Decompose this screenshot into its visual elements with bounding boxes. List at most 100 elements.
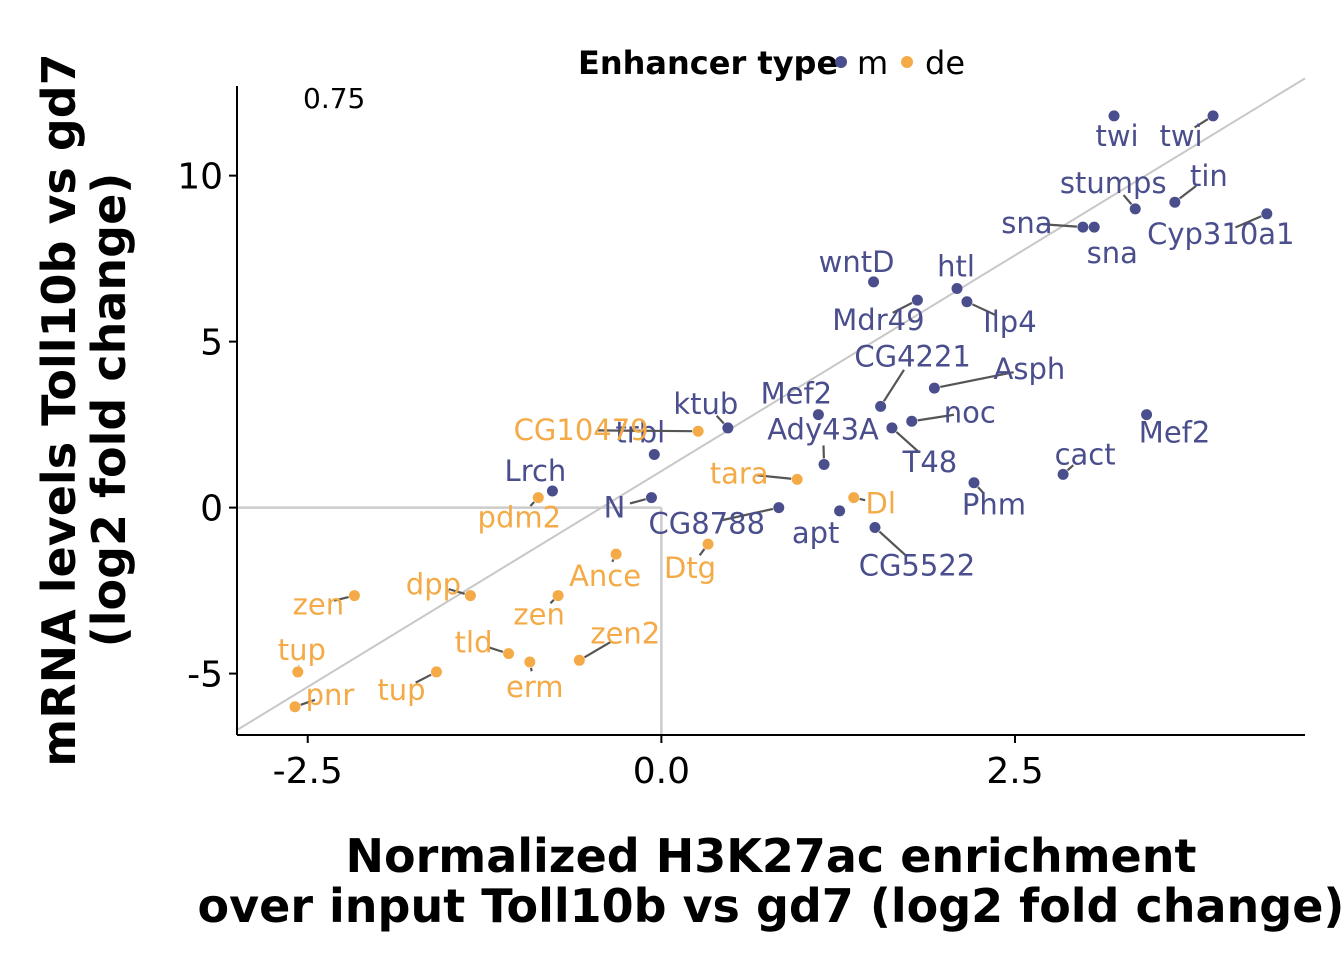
y-tick-label: 10	[177, 157, 223, 198]
svg-text:mRNA levels Toll10b vs gd7: mRNA levels Toll10b vs gd7	[32, 53, 86, 766]
point-label-m-cact: cact	[1055, 437, 1116, 471]
fit-line	[236, 77, 1306, 731]
x-tick-label: 2.5	[986, 751, 1043, 792]
label-leader-m	[971, 303, 996, 317]
y-tick-label: 5	[200, 323, 223, 364]
point-label-m-n: N	[604, 491, 626, 525]
point-m-stumps	[1129, 203, 1141, 215]
point-m-cg8788	[773, 502, 785, 514]
point-label-m-mdr49: Mdr49	[832, 303, 924, 337]
point-label-m-apt: apt	[792, 516, 840, 550]
label-leader-de	[333, 595, 349, 602]
point-m-twi	[1207, 110, 1219, 122]
y-axis-title: mRNA levels Toll10b vs gd7 (log2 fold ch…	[32, 53, 136, 766]
legend: Enhancer type m de	[578, 44, 965, 82]
reference-lines	[236, 77, 1306, 735]
point-label-de-cg10479: CG10479	[514, 413, 649, 447]
point-m-cg5522	[869, 522, 881, 534]
point-m-htl	[951, 283, 963, 295]
point-label-m-mef2: Mef2	[761, 377, 833, 411]
point-de-ance	[610, 548, 622, 560]
label-leader-m	[1042, 223, 1078, 228]
label-leader-m	[977, 486, 985, 494]
label-leader-de	[549, 599, 555, 605]
label-leader-m	[917, 413, 955, 422]
svg-text:over input Toll10b vs gd7 (log: over input Toll10b vs gd7 (log2 fold cha…	[198, 879, 1344, 933]
label-leader-de	[488, 646, 504, 653]
point-label-m-stumps: stumps	[1060, 166, 1167, 200]
point-label-de-tup: tup	[278, 633, 326, 667]
point-label-m-ktub: ktub	[673, 387, 738, 421]
x-axis-title: Normalized H3K27ac enrichment over input…	[198, 829, 1344, 933]
point-m-cact	[1057, 468, 1069, 480]
point-m-ilp4	[961, 296, 973, 308]
point-m-phm	[968, 477, 980, 489]
label-leader-m	[1066, 464, 1075, 472]
point-de-tld	[503, 648, 515, 660]
point-de-zen2	[573, 654, 585, 666]
label-leader-de	[583, 640, 613, 659]
point-label-de-zen: zen	[293, 588, 344, 622]
axes: -2.5 0.0 2.5 -5 0 5 10	[177, 86, 1305, 792]
label-leader-m	[629, 498, 646, 505]
point-m-wntd	[868, 276, 880, 288]
label-leader-de	[415, 673, 432, 684]
label-leader-de	[529, 667, 533, 672]
point-m-apt	[834, 505, 846, 517]
point-label-m-sna: sna	[1001, 206, 1052, 240]
label-leader-de	[597, 429, 693, 433]
point-label-m-twi: twi	[1095, 119, 1138, 153]
point-de-pnr	[289, 701, 301, 713]
point-m-asph	[928, 382, 940, 394]
svg-text:Normalized H3K27ac enrichment: Normalized H3K27ac enrichment	[346, 829, 1197, 883]
point-label-m-sna: sna	[1087, 236, 1138, 270]
y-tick-label: 0	[200, 489, 223, 530]
point-de-erm	[524, 656, 536, 668]
label-leader-m	[892, 301, 913, 314]
point-m-ady43a	[818, 458, 830, 470]
point-label-m-t48: T48	[902, 445, 958, 479]
point-de-pdm2	[532, 492, 544, 504]
point-label-m-cg4221: CG4221	[854, 339, 971, 373]
label-leader-m	[882, 369, 905, 402]
label-leader-m	[895, 431, 919, 453]
label-leader-de	[448, 588, 465, 595]
point-label-de-tup: tup	[377, 673, 425, 707]
point-m-ktub	[722, 422, 734, 434]
point-label-de-dl: Dl	[866, 487, 896, 521]
legend-label-de: de	[925, 44, 965, 82]
point-m-sna	[1088, 221, 1100, 233]
point-label-m-ady43a: Ady43A	[767, 412, 879, 446]
legend-title: Enhancer type	[578, 44, 838, 82]
point-label-m-cg5522: CG5522	[859, 549, 976, 583]
x-tick-label: -2.5	[273, 751, 343, 792]
label-leader-m	[1194, 118, 1209, 129]
point-m-sna	[1077, 221, 1089, 233]
label-leader-m	[715, 414, 725, 425]
point-label-m-twi: twi	[1159, 119, 1202, 153]
label-leader-de	[300, 698, 316, 706]
point-label-de-ance: Ance	[569, 559, 641, 593]
point-label-m-asph: Asph	[994, 352, 1066, 386]
point-label-de-dtg: Dtg	[664, 551, 716, 585]
point-m-lrch	[546, 485, 558, 497]
point-label-de-dpp: dpp	[406, 568, 461, 602]
point-m-cyp310a1	[1261, 208, 1273, 220]
label-leader-m	[878, 530, 906, 556]
point-m-trbl	[648, 448, 660, 460]
point-label-m-phm: Phm	[962, 488, 1026, 522]
point-label-de-zen: zen	[513, 598, 564, 632]
point-label-m-cyp310a1: Cyp310a1	[1147, 217, 1294, 251]
point-m-t48	[886, 422, 898, 434]
point-label-m-mef2: Mef2	[1139, 416, 1211, 450]
point-label-m-lrch: Lrch	[505, 454, 567, 488]
point-de-dpp	[464, 590, 476, 602]
point-m-mdr49	[911, 294, 923, 306]
legend-label-m: m	[857, 44, 888, 82]
point-label-de-tara: tara	[710, 456, 769, 490]
point-label-m-htl: htl	[937, 250, 975, 284]
legend-swatch-m	[835, 56, 847, 68]
point-labels-layer: twi twi stumps tin sna sna Cyp310a1 wntD htl Mdr4…	[278, 118, 1295, 712]
point-m-n	[645, 492, 657, 504]
label-leader-m	[1122, 194, 1133, 205]
